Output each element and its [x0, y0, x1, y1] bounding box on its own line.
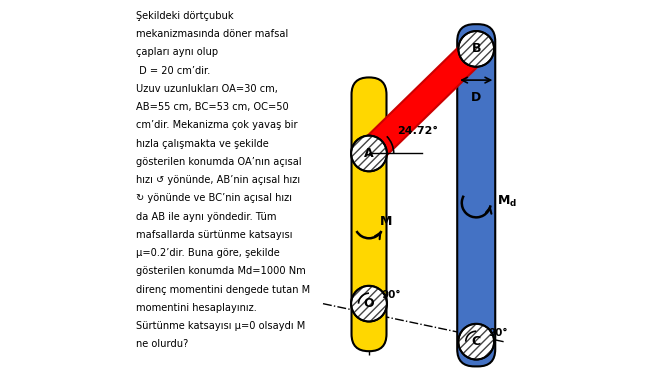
Text: 90°: 90°	[381, 290, 401, 300]
Polygon shape	[359, 39, 486, 163]
Text: Uzuv uzunlukları OA=30 cm,: Uzuv uzunlukları OA=30 cm,	[136, 84, 278, 94]
Circle shape	[459, 324, 494, 360]
Text: A: A	[364, 147, 374, 160]
Text: ↻ yönünde ve BC’nin açısal hızı: ↻ yönünde ve BC’nin açısal hızı	[136, 193, 292, 203]
Text: 90°: 90°	[488, 328, 508, 338]
Text: $\mathbf{M_d}$: $\mathbf{M_d}$	[497, 193, 517, 209]
Text: cm’dir. Mekanizma çok yavaş bir: cm’dir. Mekanizma çok yavaş bir	[136, 120, 298, 130]
Text: hızı ↺ yönünde, AB’nin açısal hızı: hızı ↺ yönünde, AB’nin açısal hızı	[136, 175, 300, 185]
Text: μ=0.2’dir. Buna göre, şekilde: μ=0.2’dir. Buna göre, şekilde	[136, 248, 280, 258]
Text: gösterilen konumda Md=1000 Nm: gösterilen konumda Md=1000 Nm	[136, 267, 306, 277]
Text: gösterilen konumda OA’nın açısal: gösterilen konumda OA’nın açısal	[136, 157, 302, 167]
FancyBboxPatch shape	[457, 24, 495, 367]
Text: B: B	[472, 43, 481, 56]
Text: D: D	[471, 91, 481, 104]
Text: mafsallarda sürtünme katsayısı: mafsallarda sürtünme katsayısı	[136, 230, 293, 240]
Text: mekanizmasında döner mafsal: mekanizmasında döner mafsal	[136, 29, 288, 39]
Text: C: C	[472, 335, 481, 348]
Text: ne olurdu?: ne olurdu?	[136, 339, 188, 349]
Text: çapları aynı olup: çapları aynı olup	[136, 47, 218, 57]
Text: M: M	[380, 215, 392, 228]
Circle shape	[459, 31, 494, 67]
Text: O: O	[364, 297, 374, 310]
Text: D = 20 cm’dir.: D = 20 cm’dir.	[136, 65, 211, 76]
Text: Sürtünme katsayısı μ=0 olsaydı M: Sürtünme katsayısı μ=0 olsaydı M	[136, 321, 305, 331]
Circle shape	[351, 136, 387, 171]
Text: AB=55 cm, BC=53 cm, OC=50: AB=55 cm, BC=53 cm, OC=50	[136, 102, 289, 112]
Text: 24.72°: 24.72°	[397, 126, 439, 136]
Text: Şekildeki dörtçubuk: Şekildeki dörtçubuk	[136, 11, 234, 21]
Text: hızla çalışmakta ve şekilde: hızla çalışmakta ve şekilde	[136, 139, 269, 149]
Text: momentini hesaplayınız.: momentini hesaplayınız.	[136, 303, 257, 313]
Text: direnç momentini dengede tutan M: direnç momentini dengede tutan M	[136, 285, 310, 295]
FancyBboxPatch shape	[351, 77, 386, 351]
Text: da AB ile aynı yöndedir. Tüm: da AB ile aynı yöndedir. Tüm	[136, 212, 276, 222]
Circle shape	[351, 286, 387, 322]
